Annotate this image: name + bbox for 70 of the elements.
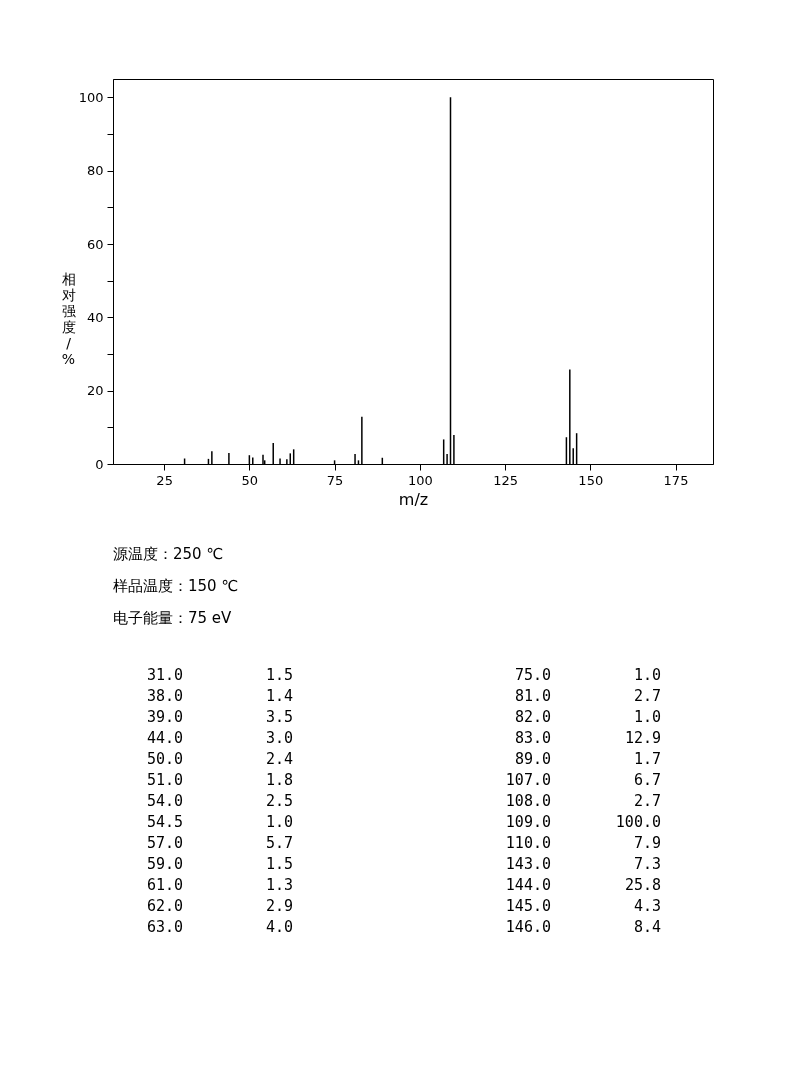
y-tick-label: 60 — [86, 236, 104, 252]
text: 57.0 — [146, 833, 183, 852]
y-tick-label: 20 — [86, 383, 104, 399]
text: 83.0 — [514, 728, 551, 747]
x-tick-label: 25 — [156, 472, 173, 488]
text: 44.0 — [146, 728, 183, 747]
text: 62.0 — [146, 896, 183, 915]
text: 110.0 — [505, 833, 551, 852]
text: 63.0 — [146, 917, 183, 936]
text: 5.7 — [265, 833, 293, 852]
text: 1.7 — [633, 749, 661, 768]
text: 1.4 — [265, 686, 293, 705]
text: 7.9 — [633, 833, 661, 852]
text: 8.4 — [633, 917, 661, 936]
text: 89.0 — [514, 749, 551, 768]
x-tick-label: 150 — [578, 472, 604, 488]
text: 109.0 — [505, 812, 551, 831]
text: 31.0 — [146, 665, 183, 684]
text: 144.0 — [505, 875, 551, 894]
text: 146.0 — [505, 917, 551, 936]
text: 1.0 — [633, 665, 661, 684]
text: 12.9 — [624, 728, 661, 747]
text: 样品温度：150 ℃ — [113, 577, 239, 595]
text: 1.5 — [265, 854, 293, 873]
y-tick-label: 0 — [95, 456, 104, 472]
text: 1.3 — [265, 875, 293, 894]
y-tick-label: 100 — [78, 89, 104, 105]
x-axis-title: m/z — [398, 489, 429, 509]
text: 4.3 — [633, 896, 661, 915]
y-tick-label: 80 — [86, 163, 104, 179]
text: 1.0 — [633, 707, 661, 726]
text: 38.0 — [146, 686, 183, 705]
text: 108.0 — [505, 791, 551, 810]
text: 源温度：250 ℃ — [113, 545, 224, 563]
text: 143.0 — [505, 854, 551, 873]
text: 75.0 — [514, 665, 551, 684]
text: 1.0 — [265, 812, 293, 831]
text: 电子能量：75 eV — [113, 609, 233, 627]
text: 2.5 — [265, 791, 293, 810]
x-tick-label: 125 — [493, 472, 518, 488]
text: 39.0 — [146, 707, 183, 726]
text: 100.0 — [615, 812, 661, 831]
text: 2.7 — [633, 686, 661, 705]
text: 3.0 — [265, 728, 293, 747]
x-tick-label: 175 — [663, 472, 689, 488]
text: 7.3 — [633, 854, 661, 873]
text: 2.9 — [265, 896, 293, 915]
text: 61.0 — [146, 875, 183, 894]
text: 50.0 — [146, 749, 183, 768]
text: 51.0 — [146, 770, 183, 789]
text: 54.0 — [146, 791, 183, 810]
y-tick-label: 40 — [86, 309, 104, 325]
text: 81.0 — [514, 686, 551, 705]
text: 1.8 — [265, 770, 293, 789]
text: 2.7 — [633, 791, 661, 810]
text: 107.0 — [505, 770, 551, 789]
text: 3.5 — [265, 707, 293, 726]
text: 1.5 — [265, 665, 293, 684]
text: 25.8 — [624, 875, 661, 894]
text: 145.0 — [505, 896, 551, 915]
text: 54.5 — [146, 812, 183, 831]
text: 59.0 — [146, 854, 183, 873]
text: 4.0 — [265, 917, 293, 936]
x-tick-label: 50 — [241, 472, 259, 488]
x-tick-label: 75 — [326, 472, 344, 488]
x-tick-label: 100 — [407, 472, 433, 488]
text: 2.4 — [265, 749, 293, 768]
y-axis-title: 相对强度/% — [61, 270, 76, 367]
text: 6.7 — [633, 770, 661, 789]
text: 82.0 — [514, 707, 551, 726]
